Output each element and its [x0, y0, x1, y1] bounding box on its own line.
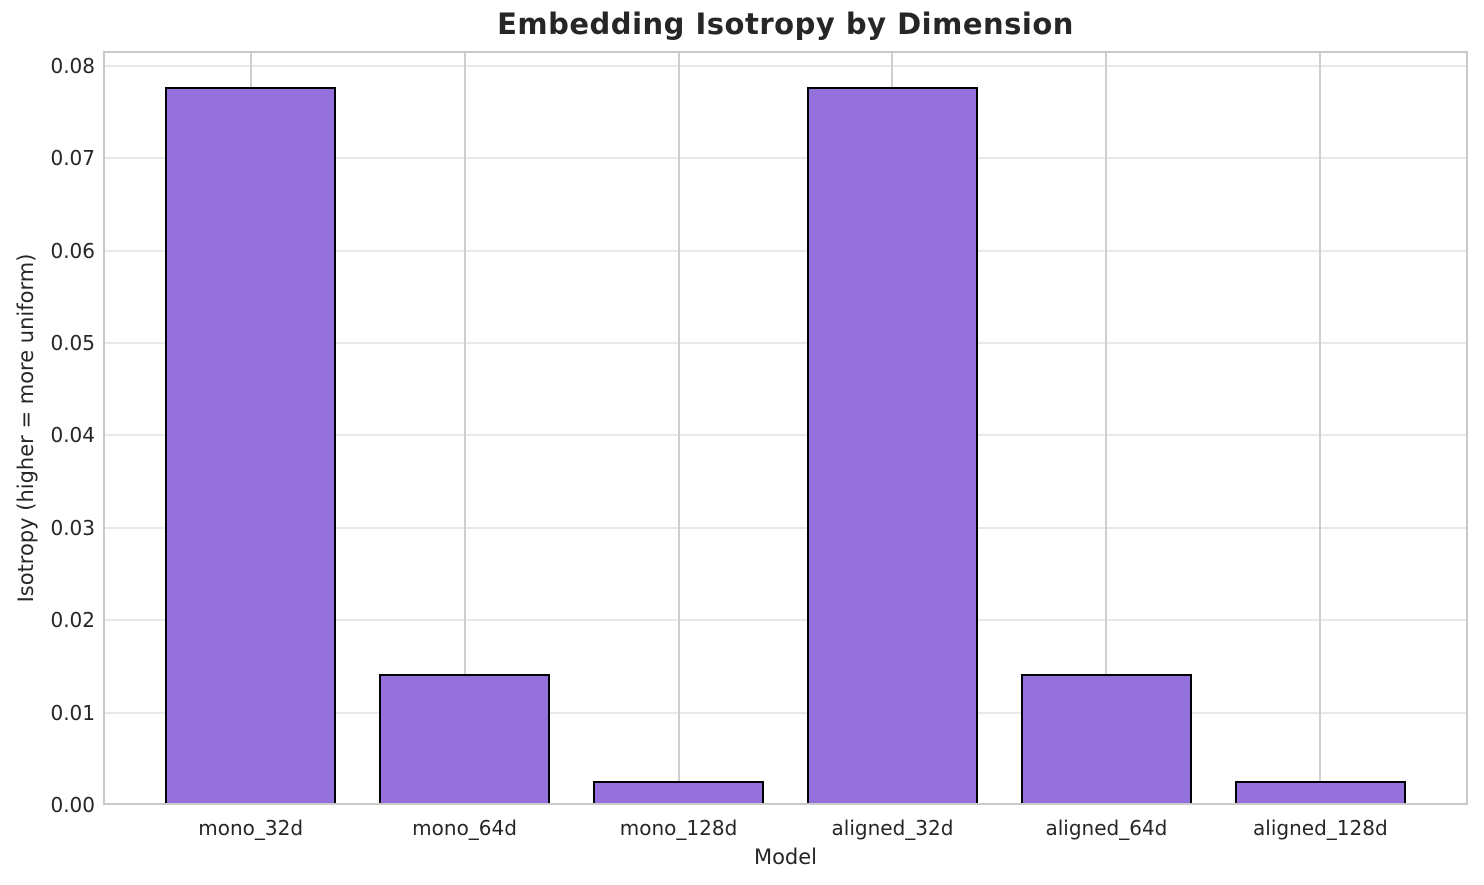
- x-axis-label: Model: [753, 845, 818, 869]
- bar-aligned_32d: [806, 87, 979, 805]
- x-tick-label: mono_64d: [412, 816, 517, 840]
- y-axis-tick-labels: 0.00 0.01 0.02 0.03 0.04 0.05 0.06 0.07 0.08: [0, 51, 95, 817]
- x-axis-tick-labels: mono_32d mono_64d mono_128d aligned_32d alig…: [103, 816, 1468, 844]
- vertical-gridline: [463, 51, 466, 805]
- y-tick-label: 0.08: [50, 53, 95, 78]
- horizontal-gridline: [103, 64, 1468, 67]
- vertical-gridline: [1319, 51, 1322, 805]
- vertical-gridline: [1105, 51, 1108, 805]
- y-tick-label: 0.03: [50, 515, 95, 540]
- horizontal-gridline: [103, 619, 1468, 622]
- vertical-gridline: [677, 51, 680, 805]
- bar-mono_64d: [378, 673, 551, 805]
- y-tick-label: 0.00: [50, 793, 95, 817]
- horizontal-gridline: [103, 157, 1468, 160]
- x-tick-label: aligned_128d: [1253, 816, 1388, 840]
- horizontal-gridline: [103, 341, 1468, 344]
- plot-area: [103, 51, 1468, 805]
- x-tick-label: mono_128d: [619, 816, 738, 840]
- x-tick-label: aligned_64d: [1045, 816, 1168, 840]
- x-tick-label: mono_32d: [198, 816, 304, 840]
- bar-mono_32d: [165, 87, 337, 805]
- x-tick-label: aligned_32d: [831, 816, 954, 840]
- y-tick-label: 0.04: [50, 423, 95, 448]
- bar-aligned_64d: [1020, 673, 1192, 805]
- horizontal-gridline: [103, 434, 1468, 437]
- bar-aligned_128d: [1234, 780, 1406, 805]
- horizontal-gridline: [103, 711, 1468, 714]
- y-tick-label: 0.01: [50, 700, 95, 725]
- chart-title: Embedding Isotropy by Dimension: [497, 7, 1074, 41]
- y-tick-label: 0.02: [50, 608, 95, 633]
- y-tick-label: 0.07: [50, 146, 95, 171]
- bar-mono_128d: [592, 780, 765, 805]
- y-tick-label: 0.06: [50, 238, 95, 263]
- horizontal-gridline: [103, 526, 1468, 529]
- horizontal-gridline: [103, 249, 1468, 252]
- y-tick-label: 0.05: [50, 330, 95, 355]
